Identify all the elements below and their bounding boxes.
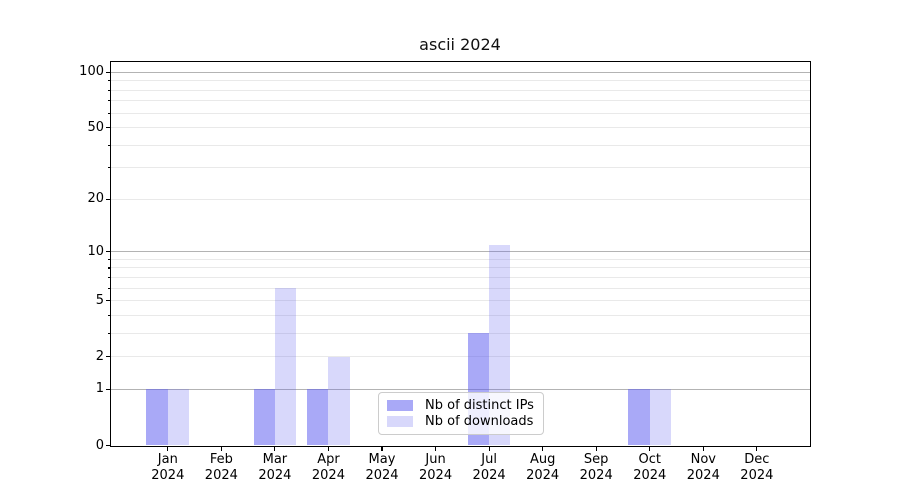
y-tick-label: 0 xyxy=(95,437,104,453)
legend-swatch-downloads xyxy=(387,416,413,427)
y-minor-tick xyxy=(108,100,111,102)
bar-downloads xyxy=(274,288,297,446)
gridline-minor xyxy=(110,287,810,289)
x-tick xyxy=(756,446,758,451)
y-tick xyxy=(106,71,111,73)
chart-title: ascii 2024 xyxy=(419,35,501,54)
x-tick xyxy=(434,446,437,451)
gridline-major xyxy=(110,388,810,390)
bar-downloads xyxy=(167,389,190,446)
y-minor-tick xyxy=(108,314,111,317)
y-tick xyxy=(106,126,111,129)
y-minor-tick xyxy=(108,80,111,82)
x-tick-label: Sep 2024 xyxy=(579,452,613,483)
x-tick-label: Mar 2024 xyxy=(258,452,292,483)
legend-item-distinct-ips: Nb of distinct IPs xyxy=(387,398,535,414)
x-tick xyxy=(488,446,490,451)
bar-downloads xyxy=(328,356,350,446)
gridline-major xyxy=(110,71,810,73)
gridline-minor xyxy=(110,167,810,169)
gridline-minor xyxy=(110,80,810,82)
x-tick-label: Jun 2024 xyxy=(419,452,453,483)
gridline-minor xyxy=(110,144,810,146)
x-tick-label: Dec 2024 xyxy=(740,452,774,483)
bar-distinct-ips xyxy=(146,389,168,446)
y-tick-label: 20 xyxy=(87,191,104,207)
gridline-minor xyxy=(110,276,810,278)
y-tick-label: 100 xyxy=(79,64,104,80)
x-tick xyxy=(220,446,222,451)
x-tick xyxy=(542,446,544,451)
x-tick-label: Feb 2024 xyxy=(204,452,238,483)
y-minor-tick xyxy=(108,144,111,146)
x-tick-label: Nov 2024 xyxy=(686,452,720,483)
gridline-minor xyxy=(110,100,810,102)
x-tick xyxy=(167,446,169,451)
y-tick xyxy=(106,444,111,447)
legend-swatch-distinct-ips xyxy=(387,400,413,411)
x-tick xyxy=(274,446,276,451)
x-tick-label: Oct 2024 xyxy=(633,452,667,483)
y-tick xyxy=(106,388,111,391)
x-tick-label: Jan 2024 xyxy=(151,452,185,483)
bar-distinct-ips xyxy=(307,389,329,446)
y-minor-tick xyxy=(108,276,111,279)
gridline-minor xyxy=(110,198,810,200)
x-tick xyxy=(327,446,330,451)
y-tick-label: 2 xyxy=(95,348,104,364)
bar-downloads xyxy=(649,389,672,446)
y-minor-tick xyxy=(108,287,111,289)
gridline-minor xyxy=(110,89,810,91)
gridline-minor xyxy=(110,332,810,334)
y-tick-label: 50 xyxy=(87,119,104,135)
legend-label-downloads: Nb of downloads xyxy=(425,413,534,429)
y-tick-label: 1 xyxy=(95,381,104,397)
x-tick-label: May 2024 xyxy=(365,452,399,483)
x-tick xyxy=(381,446,383,451)
gridline-minor xyxy=(110,314,810,316)
y-minor-tick xyxy=(108,89,111,91)
y-tick xyxy=(106,198,111,200)
gridline-minor xyxy=(110,267,810,269)
gridline-major xyxy=(110,251,810,253)
y-tick-label: 5 xyxy=(95,292,104,308)
gridline-minor xyxy=(110,258,810,260)
x-tick xyxy=(649,446,651,451)
bar-distinct-ips xyxy=(628,389,650,446)
y-minor-tick xyxy=(108,112,111,114)
bar-distinct-ips xyxy=(253,389,275,446)
gridline-minor xyxy=(110,127,810,129)
y-minor-tick xyxy=(108,267,111,269)
x-tick xyxy=(595,446,597,451)
y-tick xyxy=(106,300,111,302)
y-tick xyxy=(106,356,111,358)
y-tick xyxy=(106,250,111,253)
legend: Nb of distinct IPs Nb of downloads xyxy=(378,391,544,435)
gridline-minor xyxy=(110,356,810,358)
gridline-minor xyxy=(110,112,810,114)
y-minor-tick xyxy=(108,167,111,169)
y-tick-label: 10 xyxy=(87,243,104,259)
x-tick xyxy=(702,446,704,451)
y-minor-tick xyxy=(108,258,111,260)
legend-item-downloads: Nb of downloads xyxy=(387,414,535,430)
gridline-minor xyxy=(110,300,810,302)
x-tick-label: Jul 2024 xyxy=(472,452,506,483)
y-minor-tick xyxy=(108,332,111,335)
x-tick-label: Apr 2024 xyxy=(311,452,345,483)
x-tick-label: Aug 2024 xyxy=(526,452,560,483)
legend-label-distinct-ips: Nb of distinct IPs xyxy=(425,397,534,413)
